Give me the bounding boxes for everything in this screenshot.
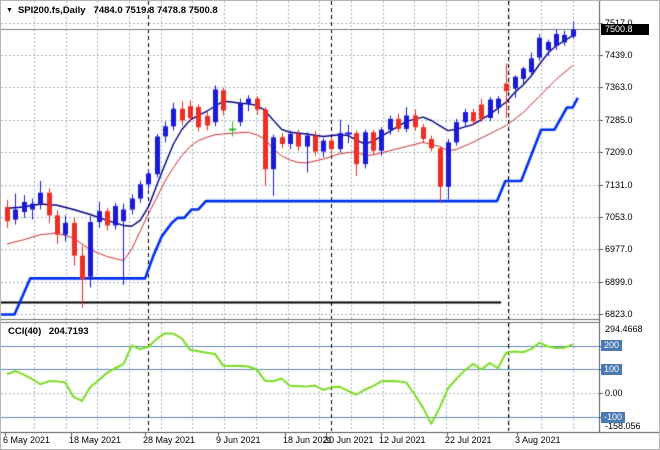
price-axis-label: 6977.0 (605, 244, 633, 255)
chart-title-bar: ▼ SPI200.fs,Daily 7484.0 7519.8 7478.8 7… (6, 4, 218, 16)
price-axis-label: 7363.0 (605, 82, 633, 93)
time-axis-label: 3 Aug 2021 (515, 435, 561, 445)
cci-min-label: -158.056 (605, 421, 641, 431)
cci-max-label: 294.4668 (605, 324, 643, 334)
time-axis-label: 18 Jun 2021 (283, 435, 333, 445)
price-axis-label: 7285.0 (605, 115, 633, 126)
cci-zero-label: 0.00 (605, 388, 623, 399)
cci-level-badge: 100 (601, 363, 623, 375)
price-axis-label: 7517.0 (605, 17, 633, 28)
ohlc-values: 7484.0 7519.8 7478.8 7500.8 (93, 4, 218, 16)
indicator-label: CCI(40) 204.7193 (8, 326, 89, 337)
indicator-value: 204.7193 (48, 326, 89, 337)
current-price-badge: 7500.8 (601, 23, 649, 35)
time-axis-label: 22 Jul 2021 (445, 435, 492, 445)
time-axis-label: 28 May 2021 (143, 435, 196, 445)
price-axis-label: 7131.0 (605, 179, 633, 190)
cci-level-badge: -100 (601, 411, 626, 423)
time-axis-label: 18 May 2021 (69, 435, 122, 445)
price-axis-label: 7209.0 (605, 146, 633, 157)
cci-level-badge: 200 (601, 340, 623, 352)
price-axis-label: 7053.0 (605, 212, 633, 223)
time-axis-label: 30 Jun 2021 (324, 435, 374, 445)
time-axis-label: 9 Jun 2021 (216, 435, 261, 445)
price-axis-label: 6899.0 (605, 277, 633, 288)
indicator-name: CCI(40) (8, 326, 42, 337)
price-axis-label: 6823.0 (605, 309, 633, 319)
price-axis-label: 7439.0 (605, 50, 633, 61)
time-axis-label: 12 Jul 2021 (379, 435, 426, 445)
symbol-timeframe-label: SPI200.fs,Daily (17, 4, 86, 16)
time-axis-label: 6 May 2021 (3, 435, 51, 445)
chevron-down-icon[interactable]: ▼ (6, 6, 13, 14)
